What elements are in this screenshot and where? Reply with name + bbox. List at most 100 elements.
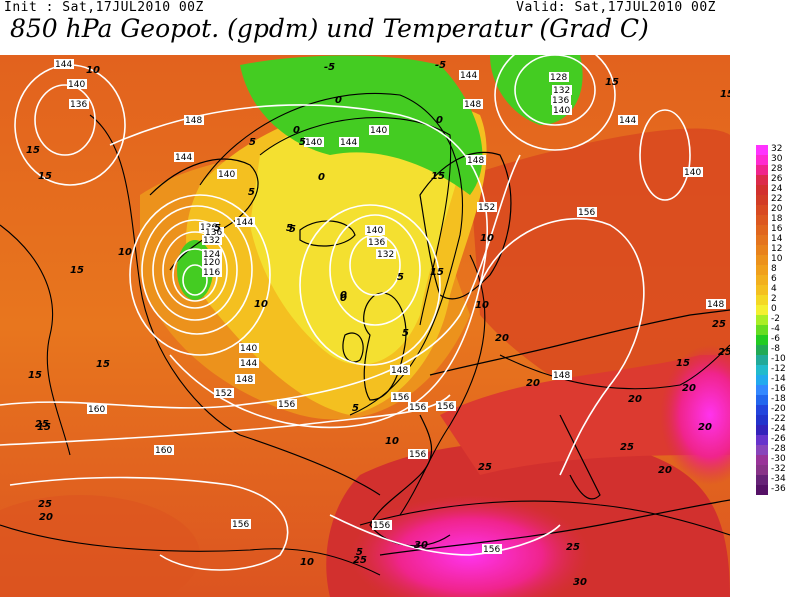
temperature-label: 25 bbox=[712, 319, 726, 330]
geopotential-label: 140 bbox=[370, 126, 387, 136]
geopotential-label: 144 bbox=[460, 71, 477, 81]
geopotential-label: 148 bbox=[464, 100, 481, 110]
legend-color-swatch bbox=[756, 325, 768, 335]
legend-color-swatch bbox=[756, 225, 768, 235]
geopotential-label-box bbox=[214, 388, 234, 398]
legend-label: 12 bbox=[771, 244, 783, 254]
temperature-label: 15 bbox=[38, 171, 52, 182]
coastline-italy bbox=[559, 414, 601, 500]
temperature-label: 10 bbox=[300, 557, 314, 568]
isotherm-15-east bbox=[399, 254, 486, 516]
temperature-label: 20 bbox=[39, 512, 53, 523]
legend-color-swatch bbox=[756, 335, 768, 345]
geopotential-label-box bbox=[552, 85, 572, 95]
legend-color-swatch bbox=[756, 395, 768, 405]
geopotential-label: 156 bbox=[373, 521, 390, 531]
legend-color-swatch bbox=[756, 475, 768, 485]
geopotential-label: 136 bbox=[205, 228, 222, 238]
contour-low-west-128 bbox=[152, 219, 238, 321]
geopotential-label-box bbox=[235, 374, 255, 384]
contour-152 bbox=[0, 154, 521, 409]
geopotential-label-box bbox=[391, 392, 411, 402]
geopotential-label-box bbox=[239, 343, 259, 353]
geopotential-label-box bbox=[390, 365, 410, 375]
legend-label: 30 bbox=[771, 154, 783, 164]
coastline-europe bbox=[429, 309, 730, 376]
geopotential-label: 156 bbox=[392, 393, 409, 403]
geopotential-label: 140 bbox=[684, 168, 701, 178]
geopotential-label: 132 bbox=[203, 236, 220, 246]
geopotential-label-box bbox=[577, 207, 597, 217]
temperature-label: 10 bbox=[475, 300, 489, 311]
temperature-zone-green-north bbox=[240, 55, 483, 195]
temperature-label: 5 bbox=[214, 223, 221, 234]
temperature-label: 5 bbox=[248, 187, 255, 198]
temperature-label: 10 bbox=[118, 247, 132, 258]
geopotential-label: 152 bbox=[478, 203, 495, 213]
contour-low-west-132 bbox=[141, 205, 253, 335]
legend-label: 6 bbox=[771, 274, 777, 284]
legend-label: -30 bbox=[771, 454, 786, 464]
legend-label: 2 bbox=[771, 294, 777, 304]
temperature-label: 0 bbox=[293, 125, 300, 136]
isotherm-0-cold bbox=[259, 117, 452, 326]
contour-156-c bbox=[329, 514, 561, 556]
coastline-scandinavia bbox=[419, 151, 512, 300]
temperature-label: 30 bbox=[573, 577, 587, 588]
legend-label: -22 bbox=[771, 414, 786, 424]
geopotential-label-box bbox=[202, 249, 222, 259]
temperature-label: 0 bbox=[436, 115, 443, 126]
geopotential-label-box bbox=[239, 358, 259, 368]
geopotential-label-box bbox=[408, 402, 428, 412]
geopotential-label: 156 bbox=[409, 450, 426, 460]
geopotential-label-box bbox=[202, 267, 222, 277]
geopotential-label: 148 bbox=[236, 375, 253, 385]
temperature-label: 20 bbox=[628, 394, 642, 405]
temperature-label: 15 bbox=[676, 358, 690, 369]
legend-label: -26 bbox=[771, 434, 786, 444]
legend-color-swatch bbox=[756, 215, 768, 225]
geopotential-label-box bbox=[683, 167, 703, 177]
geopotential-label: 156 bbox=[483, 545, 500, 555]
geopotential-label: 144 bbox=[340, 138, 357, 148]
temperature-label: 0 bbox=[340, 290, 347, 301]
temperature-label: 20 bbox=[698, 422, 712, 433]
contour-low-ne-136 bbox=[514, 55, 596, 126]
geopotential-label-box bbox=[67, 79, 87, 89]
temperature-zone-hot-balkan bbox=[660, 345, 730, 485]
geopotential-label: 136 bbox=[70, 100, 87, 110]
geopotential-label-box bbox=[372, 520, 392, 530]
valid-time: Valid: Sat,17JUL2010 00Z bbox=[516, 0, 716, 15]
temperature-label: 5 bbox=[249, 137, 256, 148]
legend-label: -36 bbox=[771, 484, 786, 494]
contour-low-west-116 bbox=[182, 264, 208, 296]
geopotential-label: 156 bbox=[278, 400, 295, 410]
temperature-label: 5 bbox=[402, 328, 409, 339]
geopotential-label: 116 bbox=[203, 268, 220, 278]
legend-label: -2 bbox=[771, 314, 780, 324]
geopotential-label-box bbox=[231, 519, 251, 529]
temperature-label: 25 bbox=[353, 555, 367, 566]
legend-label: 26 bbox=[771, 174, 783, 184]
geopotential-label-group: 1441401361481441401361281321361401441401… bbox=[54, 59, 726, 555]
temperature-label: 20 bbox=[526, 378, 540, 389]
geopotential-label-box bbox=[376, 249, 396, 259]
legend-color-swatch bbox=[756, 195, 768, 205]
geopotential-label: 140 bbox=[240, 344, 257, 354]
contour-high-140-east bbox=[639, 109, 691, 201]
geopotential-label: 136 bbox=[552, 96, 569, 106]
isotherm-15-west bbox=[0, 224, 71, 456]
temperature-label: 15 bbox=[26, 145, 40, 156]
geopotential-label: 144 bbox=[55, 60, 72, 70]
temperature-label: 0 bbox=[335, 95, 342, 106]
geopotential-label: 132 bbox=[553, 86, 570, 96]
geopotential-label-box bbox=[369, 125, 389, 135]
geopotential-label-box bbox=[87, 404, 107, 414]
coastline-greenland bbox=[149, 158, 259, 271]
legend-color-swatch bbox=[756, 425, 768, 435]
geopotential-label-box bbox=[408, 449, 428, 459]
geopotential-label-box bbox=[339, 137, 359, 147]
geopotential-label: 140 bbox=[305, 138, 322, 148]
geopotential-label: 156 bbox=[578, 208, 595, 218]
